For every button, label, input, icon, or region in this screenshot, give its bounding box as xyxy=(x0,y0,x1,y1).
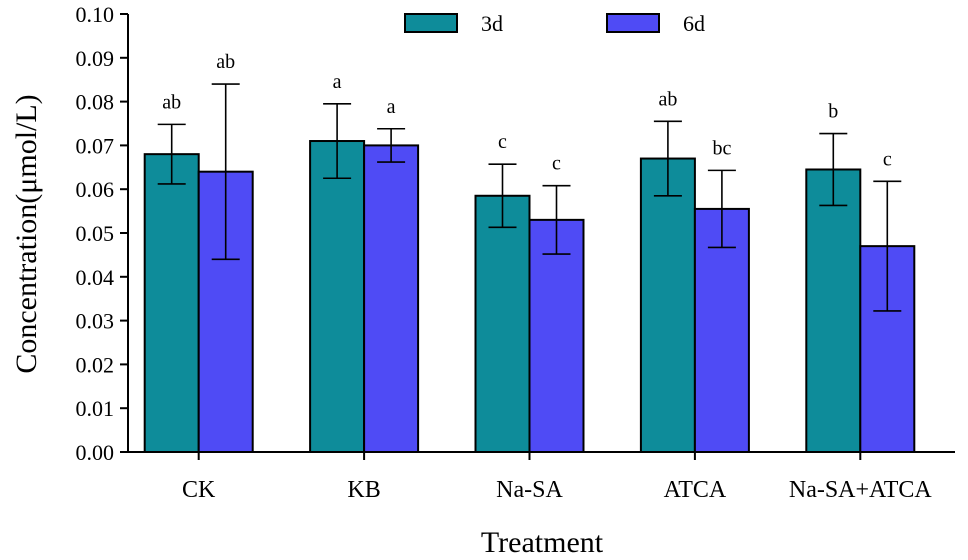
x-tick-label: KB xyxy=(347,477,380,503)
significance-label: a xyxy=(333,71,342,93)
x-tick-label: Na-SA+ATCA xyxy=(789,477,933,503)
y-tick-label: 0.02 xyxy=(76,352,115,377)
bar-3d xyxy=(805,168,862,454)
significance-label: ab xyxy=(162,91,181,113)
error-bars xyxy=(157,83,902,312)
y-tick-label: 0.08 xyxy=(76,90,115,115)
legend-label-6d: 6d xyxy=(683,11,705,36)
bar-3d xyxy=(639,157,696,453)
x-axis: CK KB Na-SA ATCA Na-SA+ATCA xyxy=(128,451,955,503)
bar-6d xyxy=(363,144,420,453)
legend-swatch-6d xyxy=(606,13,660,33)
y-tick-label: 0.10 xyxy=(76,2,115,27)
x-tick-label: CK xyxy=(182,477,216,503)
y-tick-label: 0.00 xyxy=(76,440,115,465)
bar-3d xyxy=(474,194,531,454)
x-axis-title: Treatment xyxy=(481,526,604,559)
y-tick-label: 0.05 xyxy=(76,221,115,246)
significance-label: c xyxy=(498,131,507,153)
y-tick-label: 0.01 xyxy=(76,396,115,421)
significance-label: b xyxy=(828,101,838,123)
legend-swatch-3d xyxy=(404,13,458,33)
x-tick-label: Na-SA xyxy=(496,477,563,503)
bar-3d xyxy=(143,153,200,453)
y-axis: 0.00 0.01 0.02 0.03 0.04 0.05 0.06 0.07 0.08 0.09… xyxy=(76,2,129,465)
significance-label: ab xyxy=(658,88,677,110)
legend: 3d 6d xyxy=(404,11,705,36)
bar-3d xyxy=(309,140,366,454)
significance-label: a xyxy=(387,96,396,118)
significance-label: c xyxy=(883,148,892,170)
y-axis-title: Concentration(μmol/L) xyxy=(10,94,43,373)
bars xyxy=(143,140,916,454)
x-tick-label: ATCA xyxy=(664,477,727,503)
y-tick-label: 0.04 xyxy=(76,265,115,290)
y-tick-label: 0.09 xyxy=(76,46,115,71)
y-tick-label: 0.03 xyxy=(76,309,115,334)
y-tick-label: 0.06 xyxy=(76,177,115,202)
significance-label: bc xyxy=(712,137,731,159)
legend-label-3d: 3d xyxy=(481,11,503,36)
significance-label: ab xyxy=(216,51,235,73)
significance-label: c xyxy=(552,153,561,175)
y-tick-label: 0.07 xyxy=(76,133,115,158)
